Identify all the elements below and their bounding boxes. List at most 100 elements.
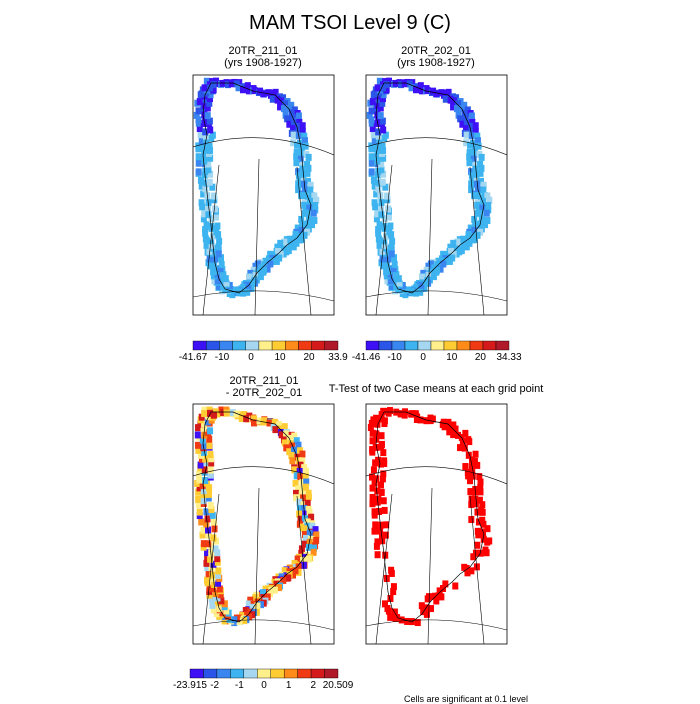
grid-cell xyxy=(379,117,386,125)
grid-cell xyxy=(380,170,387,178)
grid-cell xyxy=(276,425,283,433)
grid-cell xyxy=(484,216,491,224)
grid-cell xyxy=(450,103,457,111)
grid-cell xyxy=(436,587,443,595)
grid-cell xyxy=(467,141,474,149)
grid-cell xyxy=(215,567,222,575)
grid-cell xyxy=(296,510,303,518)
map-clip-group xyxy=(193,406,334,644)
grid-cell xyxy=(418,284,425,292)
grid-cell xyxy=(202,116,209,124)
grid-cell xyxy=(383,249,390,257)
grid-cell xyxy=(293,149,300,157)
map-panel-3 xyxy=(192,403,335,645)
grid-cell xyxy=(233,410,240,418)
grid-cell xyxy=(305,543,312,551)
grid-cell xyxy=(205,540,212,548)
grid-cell xyxy=(244,82,251,90)
grid-cell xyxy=(286,434,293,442)
map-panel-2 xyxy=(365,74,508,316)
grid-cell xyxy=(440,250,447,258)
grid-cell xyxy=(295,172,302,180)
grid-cell xyxy=(306,538,313,546)
grid-cell xyxy=(418,87,425,95)
grid-cell xyxy=(281,567,288,575)
grid-cell xyxy=(375,132,382,140)
grid-cell xyxy=(461,109,468,117)
grid-cell xyxy=(306,204,313,212)
grid-cell xyxy=(220,409,227,417)
colorbar-box xyxy=(324,340,339,351)
grid-cell xyxy=(378,521,385,529)
grid-cell xyxy=(466,149,473,157)
grid-cell xyxy=(480,181,487,189)
grid-cell xyxy=(203,559,210,567)
grid-cell xyxy=(221,600,228,608)
map-frame xyxy=(365,74,508,316)
grid-cell xyxy=(264,593,271,601)
grid-cell xyxy=(290,571,297,579)
grid-cell xyxy=(198,455,205,463)
grid-cell xyxy=(467,477,474,485)
colorbar-tick-label: 10 xyxy=(274,352,286,363)
grid-cell xyxy=(474,132,481,140)
grid-cell xyxy=(455,111,462,119)
grid-cell xyxy=(282,111,289,119)
panel4-title: T-Test of two Case means at each grid po… xyxy=(328,383,544,395)
grid-cell xyxy=(217,591,224,599)
grid-cell xyxy=(476,473,483,481)
grid-cell xyxy=(430,87,437,95)
colorbar-tick-label: -23.915 xyxy=(173,680,207,691)
grid-cell xyxy=(459,437,466,445)
colorbar-box xyxy=(430,340,445,351)
grid-cell xyxy=(198,90,205,98)
grid-cell xyxy=(484,538,491,546)
grid-cell xyxy=(197,461,204,469)
grid-cell xyxy=(374,420,381,428)
grid-cell xyxy=(374,551,381,559)
grid-cell xyxy=(241,411,248,419)
grid-cell xyxy=(472,500,479,508)
grid-cell xyxy=(388,566,395,574)
grid-cell xyxy=(433,597,440,605)
grid-cell xyxy=(383,521,390,529)
grid-cell xyxy=(369,429,376,437)
colorbar-box xyxy=(219,340,233,351)
grid-cell xyxy=(292,234,299,242)
grid-cell xyxy=(210,560,217,568)
grid-cell xyxy=(390,254,397,262)
grid-cell xyxy=(468,456,475,464)
grid-cell xyxy=(281,238,288,246)
grid-cell xyxy=(381,241,388,249)
grid-cell xyxy=(369,484,376,492)
grid-cell xyxy=(251,86,258,94)
grid-cell xyxy=(470,553,477,561)
grid-cell xyxy=(371,527,378,535)
grid-cell xyxy=(301,132,308,140)
grid-cell xyxy=(368,419,375,427)
map-frame xyxy=(192,74,335,316)
grid-cell xyxy=(248,284,255,292)
grid-cell xyxy=(214,277,221,285)
grid-cell xyxy=(369,157,376,165)
grid-cell xyxy=(453,105,460,113)
grid-cell xyxy=(477,483,484,491)
grid-cell xyxy=(464,106,471,114)
colorbar-tick-label: 34.33 xyxy=(496,352,521,363)
grid-cell xyxy=(480,529,487,537)
grid-cell xyxy=(204,549,211,557)
grid-cell xyxy=(212,255,219,263)
grid-cell xyxy=(291,432,298,440)
grid-cell xyxy=(252,262,259,270)
grid-cell xyxy=(376,179,383,187)
grid-cell xyxy=(308,513,315,521)
grid-cell xyxy=(457,444,464,452)
grid-cell xyxy=(298,490,305,498)
grid-cell xyxy=(375,185,382,193)
grid-cell xyxy=(459,120,466,128)
grid-cell xyxy=(291,466,298,474)
grid-cell xyxy=(381,457,388,465)
grid-cell xyxy=(199,203,206,211)
grid-cell xyxy=(479,501,486,509)
grid-cell xyxy=(385,205,392,213)
